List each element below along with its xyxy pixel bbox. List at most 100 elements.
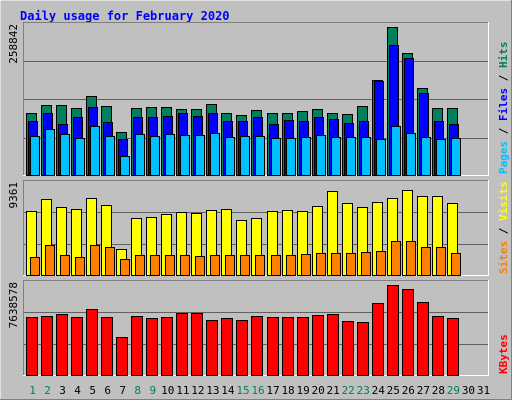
bar-kbytes-day-11 bbox=[176, 313, 188, 376]
x-tick-label-day-10: 10 bbox=[161, 384, 174, 397]
bar-kbytes-day-28 bbox=[432, 316, 444, 376]
bar-sites-day-11 bbox=[180, 255, 190, 276]
x-tick-label-day-16: 16 bbox=[251, 384, 264, 397]
x-tick-label-day-25: 25 bbox=[387, 384, 400, 397]
bar-kbytes-day-25 bbox=[387, 285, 399, 376]
bar-sites-day-7 bbox=[120, 259, 130, 276]
bar-pages-day-28 bbox=[436, 139, 446, 176]
bar-sites-day-28 bbox=[436, 247, 446, 276]
panel-max-label: 258842 bbox=[7, 24, 20, 64]
bar-sites-day-21 bbox=[331, 253, 341, 276]
bar-sites-day-16 bbox=[255, 255, 265, 276]
x-tick-label-day-30: 30 bbox=[462, 384, 475, 397]
x-tick-label-day-19: 19 bbox=[296, 384, 309, 397]
bar-sites-day-9 bbox=[150, 255, 160, 276]
x-tick-label-day-24: 24 bbox=[372, 384, 386, 397]
bar-sites-day-23 bbox=[361, 252, 371, 276]
bar-kbytes-day-8 bbox=[131, 316, 143, 376]
bar-sites-day-14 bbox=[225, 255, 235, 276]
x-tick-label-day-18: 18 bbox=[281, 384, 294, 397]
bar-kbytes-day-19 bbox=[297, 317, 309, 376]
bar-kbytes-day-27 bbox=[417, 302, 429, 376]
bar-pages-day-15 bbox=[240, 136, 250, 176]
x-tick-label-day-6: 6 bbox=[104, 384, 111, 397]
bar-sites-day-4 bbox=[75, 257, 85, 276]
bar-kbytes-day-10 bbox=[161, 317, 173, 376]
series-visits bbox=[26, 190, 458, 276]
bar-kbytes-day-29 bbox=[447, 318, 459, 376]
x-tick-label-day-13: 13 bbox=[206, 384, 219, 397]
panel-legend: KBytes bbox=[497, 334, 510, 374]
x-tick-label-day-22: 22 bbox=[342, 384, 355, 397]
bar-kbytes-day-2 bbox=[41, 316, 53, 376]
bar-sites-day-2 bbox=[45, 245, 55, 276]
legend-item-visits: Visits bbox=[497, 181, 510, 221]
bar-pages-day-24 bbox=[376, 139, 386, 176]
bar-pages-day-22 bbox=[346, 137, 356, 176]
x-tick-label-day-14: 14 bbox=[221, 384, 235, 397]
x-tick-label-day-3: 3 bbox=[59, 384, 66, 397]
bar-pages-day-26 bbox=[406, 133, 416, 176]
bar-pages-day-29 bbox=[451, 138, 461, 176]
bar-pages-day-9 bbox=[150, 136, 160, 176]
bar-pages-day-19 bbox=[301, 137, 311, 176]
bar-sites-day-10 bbox=[165, 255, 175, 276]
x-tick-label-day-8: 8 bbox=[134, 384, 141, 397]
x-tick-label-day-28: 28 bbox=[432, 384, 445, 397]
x-tick-label-day-7: 7 bbox=[119, 384, 126, 397]
legend-separator: / bbox=[497, 121, 510, 141]
bar-pages-day-5 bbox=[90, 126, 100, 176]
bar-sites-day-15 bbox=[240, 255, 250, 276]
bar-kbytes-day-21 bbox=[327, 314, 339, 376]
bar-kbytes-day-7 bbox=[116, 337, 128, 376]
x-tick-label-day-17: 17 bbox=[266, 384, 279, 397]
panel-legend: Sites / Visits bbox=[497, 181, 510, 274]
legend-item-hits: Hits bbox=[497, 42, 510, 69]
bar-pages-day-7 bbox=[120, 156, 130, 176]
bar-sites-day-12 bbox=[195, 256, 205, 276]
x-tick-label-day-26: 26 bbox=[402, 384, 415, 397]
x-tick-label-day-23: 23 bbox=[357, 384, 370, 397]
chart-panels: 258842 Pages / Files / Hits 9361 Sites / Vi… bbox=[7, 22, 510, 376]
bar-sites-day-19 bbox=[301, 254, 311, 276]
bar-pages-day-17 bbox=[271, 138, 281, 176]
bar-pages-day-8 bbox=[135, 134, 145, 176]
bar-kbytes-day-9 bbox=[146, 318, 158, 376]
bar-kbytes-day-26 bbox=[402, 289, 414, 376]
bar-kbytes-day-24 bbox=[372, 303, 384, 376]
x-tick-label-day-15: 15 bbox=[236, 384, 249, 397]
bar-kbytes-day-6 bbox=[101, 317, 113, 376]
bar-sites-day-6 bbox=[105, 247, 115, 276]
x-tick-label-day-21: 21 bbox=[327, 384, 340, 397]
bar-kbytes-day-13 bbox=[206, 320, 218, 376]
x-tick-label-day-27: 27 bbox=[417, 384, 430, 397]
bar-sites-day-25 bbox=[391, 241, 401, 276]
bar-kbytes-day-22 bbox=[342, 321, 354, 376]
x-tick-label-day-20: 20 bbox=[312, 384, 325, 397]
bar-sites-day-18 bbox=[286, 255, 296, 276]
bar-kbytes-day-15 bbox=[236, 320, 248, 376]
bar-pages-day-23 bbox=[361, 137, 371, 176]
bar-kbytes-day-18 bbox=[282, 317, 294, 376]
bar-sites-day-3 bbox=[60, 255, 70, 276]
bar-pages-day-4 bbox=[75, 138, 85, 176]
bar-pages-day-2 bbox=[45, 129, 55, 176]
panel-visits-sites: 9361 Sites / Visits bbox=[7, 180, 510, 276]
bar-sites-day-24 bbox=[376, 251, 386, 276]
bar-sites-day-20 bbox=[316, 253, 326, 276]
bar-kbytes-day-4 bbox=[71, 317, 83, 376]
x-axis-labels: 1 2 3 4 5 6 7 8 9 10 11 12 13 14 15 16 17 18 19 20 21 22 23 24 2… bbox=[29, 384, 490, 397]
bar-sites-day-8 bbox=[135, 255, 145, 276]
legend-separator: / bbox=[497, 68, 510, 88]
x-tick-label-day-1: 1 bbox=[29, 384, 36, 397]
bar-pages-day-1 bbox=[30, 136, 40, 176]
bar-kbytes-day-3 bbox=[56, 314, 68, 376]
bar-pages-day-16 bbox=[255, 136, 265, 176]
bar-kbytes-day-5 bbox=[86, 309, 98, 376]
bar-sites-day-26 bbox=[406, 241, 416, 276]
bar-sites-day-13 bbox=[210, 255, 220, 276]
bar-kbytes-day-20 bbox=[312, 315, 324, 376]
x-tick-label-day-2: 2 bbox=[44, 384, 51, 397]
series-pages bbox=[30, 126, 461, 176]
panel-hits-files-pages: 258842 Pages / Files / Hits bbox=[7, 22, 510, 176]
